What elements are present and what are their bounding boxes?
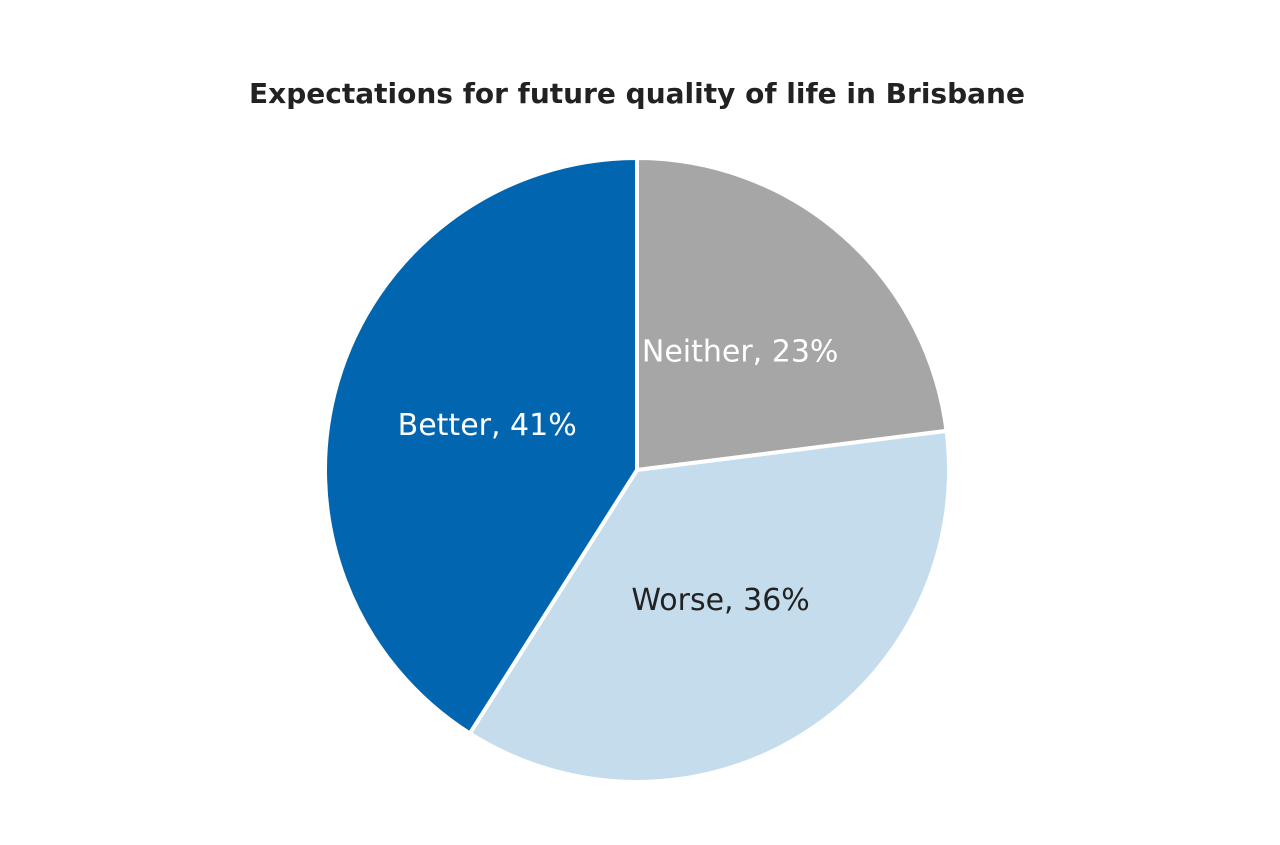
slice-label: Better, 41%	[398, 408, 577, 443]
slice-label: Neither, 23%	[642, 334, 839, 369]
chart-title: Expectations for future quality of life …	[249, 77, 1025, 110]
pie-slice	[635, 156, 949, 472]
slice-label: Worse, 36%	[631, 583, 809, 618]
pie-slice	[467, 428, 951, 784]
pie-slice	[323, 156, 639, 736]
